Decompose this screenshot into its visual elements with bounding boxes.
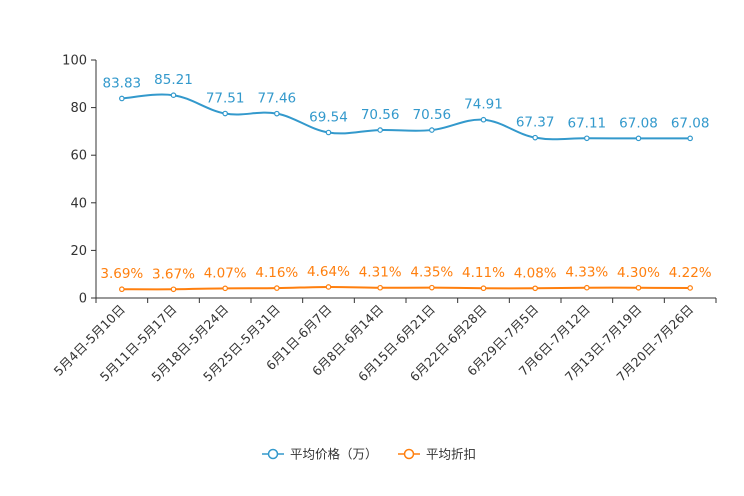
data-label: 74.91 [464, 97, 503, 113]
y-tick-label: 40 [70, 196, 87, 211]
data-point[interactable] [480, 116, 487, 123]
y-tick-label: 80 [70, 101, 87, 116]
y-tick-label: 0 [79, 292, 87, 307]
series-avg-discount: 3.69% 3.67% 4.07% 4.16% 4.64% 4.31% 4.35% 4.11%… [100, 264, 712, 293]
data-label: 4.64% [307, 264, 350, 280]
series-avg-price: 83.83 85.21 77.51 77.46 69.54 70.56 70.56 74.91… [103, 72, 710, 142]
data-point[interactable] [687, 135, 693, 142]
data-point[interactable] [222, 285, 228, 292]
data-label: 3.67% [152, 266, 195, 282]
data-point[interactable] [274, 285, 280, 291]
legend-marker-icon [267, 448, 279, 460]
data-label: 3.69% [100, 266, 143, 282]
legend-label: 平均折扣 [426, 447, 476, 462]
data-point[interactable] [532, 285, 538, 292]
data-label: 4.07% [204, 265, 247, 281]
data-label: 70.56 [361, 107, 400, 123]
data-point[interactable] [170, 286, 177, 293]
data-label: 4.31% [359, 265, 402, 281]
data-label: 4.30% [617, 265, 660, 281]
series-group: 83.83 85.21 77.51 77.46 69.54 70.56 70.56 74.91… [100, 72, 712, 293]
data-point[interactable] [635, 284, 642, 291]
data-point[interactable] [429, 127, 435, 133]
data-point[interactable] [325, 284, 332, 290]
data-label: 67.08 [671, 115, 710, 131]
data-point[interactable] [170, 92, 177, 99]
data-point[interactable] [635, 135, 642, 142]
data-point[interactable] [584, 284, 590, 291]
legend: 平均价格（万） 平均折扣 [262, 447, 476, 462]
data-label: 4.22% [669, 265, 712, 281]
data-label: 4.16% [255, 265, 298, 281]
data-point[interactable] [377, 284, 383, 291]
axes: 0204060801005月4日-5月10日5月11日-5月17日5月18日-5… [51, 54, 717, 384]
y-tick-label: 20 [70, 244, 87, 259]
data-label: 85.21 [154, 72, 193, 88]
data-point[interactable] [222, 110, 228, 117]
data-point[interactable] [687, 285, 693, 291]
data-point[interactable] [377, 127, 383, 133]
data-label: 67.08 [619, 115, 658, 131]
legend-label: 平均价格（万） [290, 447, 378, 462]
data-point[interactable] [325, 129, 332, 136]
data-label: 4.33% [565, 265, 608, 281]
y-tick-label: 100 [62, 54, 87, 69]
data-label: 67.11 [568, 115, 607, 131]
legend-item-avg-discount[interactable]: 平均折扣 [398, 447, 476, 462]
data-label: 70.56 [413, 107, 452, 123]
series-line [121, 93, 691, 141]
data-point[interactable] [584, 135, 590, 142]
data-point[interactable] [119, 95, 125, 102]
data-label: 4.08% [514, 265, 557, 281]
data-label: 69.54 [309, 109, 348, 125]
data-point[interactable] [429, 284, 435, 291]
data-label: 4.35% [410, 265, 453, 281]
y-tick-label: 60 [70, 149, 87, 164]
legend-marker-icon [403, 448, 415, 460]
data-point[interactable] [480, 285, 487, 292]
data-label: 67.37 [516, 115, 555, 131]
data-point[interactable] [532, 134, 538, 141]
data-point[interactable] [274, 110, 280, 117]
series-line [121, 285, 691, 291]
data-label: 77.51 [206, 91, 245, 107]
legend-item-avg-price[interactable]: 平均价格（万） [262, 447, 378, 462]
data-label: 4.11% [462, 265, 505, 281]
data-point[interactable] [119, 286, 125, 293]
data-label: 77.46 [258, 91, 297, 107]
data-label: 83.83 [103, 75, 142, 91]
